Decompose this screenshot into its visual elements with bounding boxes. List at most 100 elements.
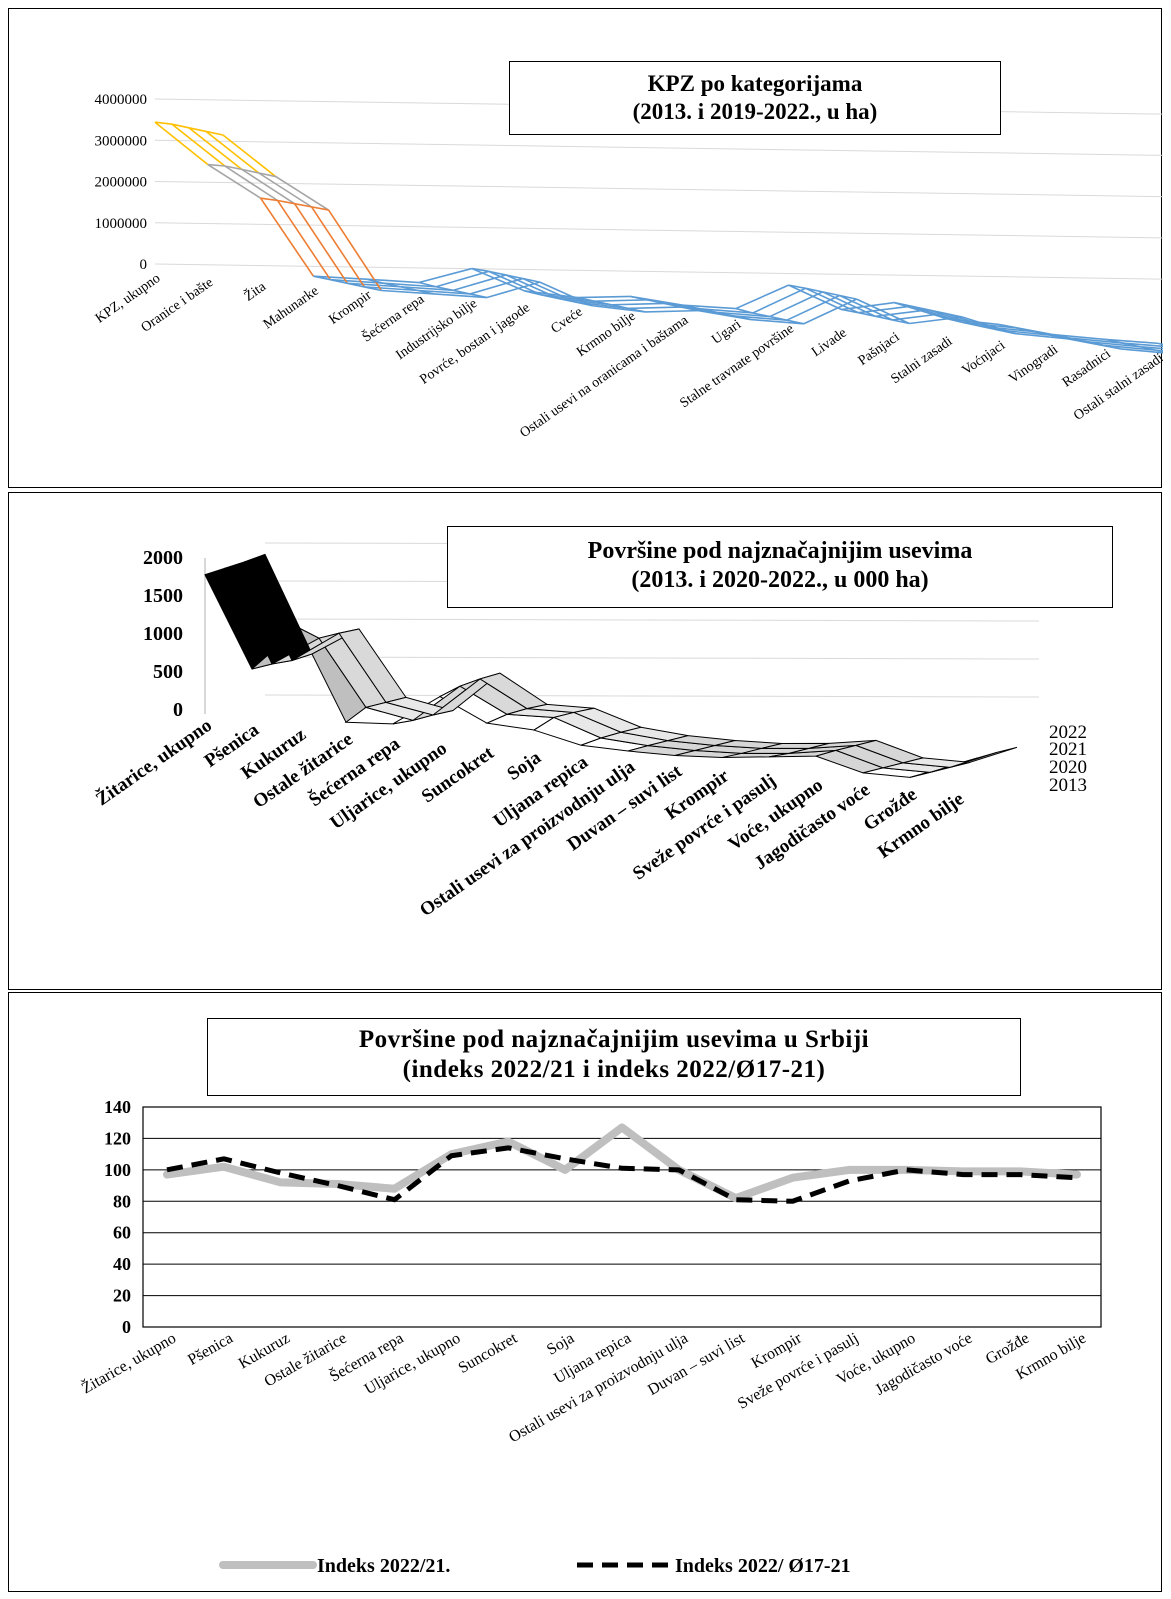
surface-depth-line bbox=[311, 206, 329, 211]
surface-depth-line bbox=[875, 315, 893, 321]
surface-depth-line bbox=[892, 319, 910, 325]
surface-depth-line bbox=[258, 172, 276, 178]
x-label-vocnjaci: Voćnjaci bbox=[960, 338, 1009, 378]
surface-depth-line bbox=[330, 278, 348, 285]
series-line-indeks-2022-17-21 bbox=[166, 1145, 1078, 1204]
surface-line-2020 bbox=[716, 311, 770, 318]
surface-depth-line bbox=[716, 311, 735, 317]
surface-depth-line bbox=[1050, 334, 1068, 340]
x-label-uljarice-ukupno: Uljarice, ukupno bbox=[362, 1330, 464, 1398]
chart-title-indeks: Površine pod najznačajnijim usevima u Sr… bbox=[207, 1018, 1021, 1096]
surface-line-2021 bbox=[839, 294, 893, 321]
surface-depth-line bbox=[681, 306, 699, 312]
y-tick-label: 500 bbox=[153, 661, 183, 683]
surface-depth-line bbox=[154, 121, 173, 126]
surface-line-2019 bbox=[224, 165, 279, 202]
surface-line-2013 bbox=[259, 197, 315, 277]
gridline bbox=[264, 656, 1040, 660]
y-tick-label: 4000000 bbox=[95, 92, 148, 108]
surface-line-2020 bbox=[347, 282, 401, 288]
x-label-povrce-bostan-i-jagode: Povrće, bostan i jagode bbox=[417, 300, 533, 387]
chart-title-usevi-line1: Površine pod najznačajnijim usevima bbox=[587, 538, 973, 564]
surface-line-2021 bbox=[944, 312, 999, 331]
surface-depth-line bbox=[911, 305, 929, 311]
legend-label-indeks-2022-21: Indeks 2022/21. bbox=[317, 1555, 450, 1577]
surface-depth-line bbox=[735, 307, 754, 314]
gridline bbox=[264, 618, 1040, 622]
surface-depth-line bbox=[769, 315, 787, 321]
x-label-duvan-suvi-list: Duvan – suvi list bbox=[645, 1329, 748, 1398]
surface-line-2020 bbox=[241, 168, 296, 205]
surface-depth-line bbox=[366, 278, 384, 284]
surface-depth-line bbox=[894, 301, 912, 307]
surface-depth-line bbox=[400, 285, 418, 292]
x-label-krompir: Krompir bbox=[326, 288, 374, 328]
surface-patch bbox=[949, 746, 1018, 768]
surface-depth-line bbox=[1052, 333, 1070, 339]
surface-line-2013 bbox=[1052, 333, 1106, 341]
x-label-vinogradi: Vinogradi bbox=[1006, 342, 1061, 386]
surface-line-2022 bbox=[961, 316, 1016, 335]
surface-line-2019 bbox=[171, 123, 226, 167]
surface-depth-line bbox=[682, 304, 701, 310]
gridline bbox=[154, 263, 1163, 280]
surface-depth-line bbox=[997, 329, 1016, 335]
surface-line-2020 bbox=[188, 127, 243, 171]
surface-depth-line bbox=[1139, 345, 1157, 352]
surface-line-2022 bbox=[803, 298, 857, 325]
surface-line-2022 bbox=[1120, 348, 1163, 354]
surface-line-2021 bbox=[575, 301, 629, 310]
surface-line-2013 bbox=[577, 295, 631, 299]
surface-line-2021 bbox=[417, 289, 471, 295]
surface-line-2019 bbox=[276, 200, 332, 281]
y-tick-label: 0 bbox=[173, 699, 183, 721]
surface-line-2013 bbox=[154, 121, 209, 166]
surface-depth-line bbox=[699, 307, 718, 314]
surface-line-2019 bbox=[330, 278, 384, 284]
surface-depth-line bbox=[594, 300, 612, 306]
x-label-cvece: Cveće bbox=[548, 305, 585, 337]
y-tick-label: 100 bbox=[104, 1160, 131, 1180]
surface-line-2022 bbox=[486, 281, 541, 299]
surface-line-2022 bbox=[327, 209, 383, 291]
x-label-mahunarke: Mahunarke bbox=[261, 284, 322, 333]
x-label-pasnjaci: Pašnjaci bbox=[856, 330, 903, 369]
y-tick-label: 20 bbox=[113, 1286, 131, 1306]
surface-depth-line bbox=[471, 267, 489, 273]
surface-line-2021 bbox=[205, 130, 260, 174]
surface-line-2020 bbox=[293, 203, 349, 284]
chart-title-usevi: Površine pod najznačajnijim usevima (201… bbox=[447, 526, 1113, 608]
chart-title-kpz: KPZ po kategorijama (2013. i 2019-2022.,… bbox=[509, 61, 1001, 135]
surface-line-2019 bbox=[435, 270, 490, 288]
surface-line-2021 bbox=[733, 315, 787, 321]
surface-depth-line bbox=[294, 202, 312, 208]
surface-line-2022 bbox=[909, 316, 963, 325]
y-tick-label: 40 bbox=[113, 1254, 131, 1274]
surface-line-2022 bbox=[592, 304, 646, 313]
gridline bbox=[154, 222, 1163, 239]
surface-depth-line bbox=[418, 281, 437, 288]
surface-line-2013 bbox=[313, 275, 367, 280]
y-tick-label: 60 bbox=[113, 1223, 131, 1243]
surface-depth-line bbox=[980, 325, 999, 331]
surface-line-2013 bbox=[682, 304, 736, 310]
x-label-zita: Žita bbox=[241, 277, 270, 304]
surface-depth-line bbox=[664, 302, 682, 308]
x-label-rasadnici: Rasadnici bbox=[1060, 347, 1114, 391]
surface-depth-line bbox=[522, 277, 540, 283]
surface-depth-line bbox=[188, 127, 207, 133]
surface-line-2019 bbox=[858, 305, 912, 314]
surface-depth-line bbox=[788, 284, 806, 290]
surface-depth-line bbox=[558, 297, 576, 303]
chart-panel-kpz: 4000000 3000000 2000000 1000000 0 KPZ, ukupno… bbox=[8, 8, 1163, 488]
surface-line-2013 bbox=[788, 284, 842, 311]
surface-line-2021 bbox=[364, 286, 418, 292]
y-tick-label: 120 bbox=[104, 1128, 131, 1148]
surface-line-2020 bbox=[1086, 340, 1140, 348]
depth-label-2021: 2021 bbox=[1049, 739, 1087, 760]
surface-line-2019 bbox=[805, 287, 859, 314]
y-tick-label: 0 bbox=[122, 1317, 131, 1337]
surface-line-2022 bbox=[856, 298, 910, 325]
surface-line-2019 bbox=[1069, 337, 1123, 344]
